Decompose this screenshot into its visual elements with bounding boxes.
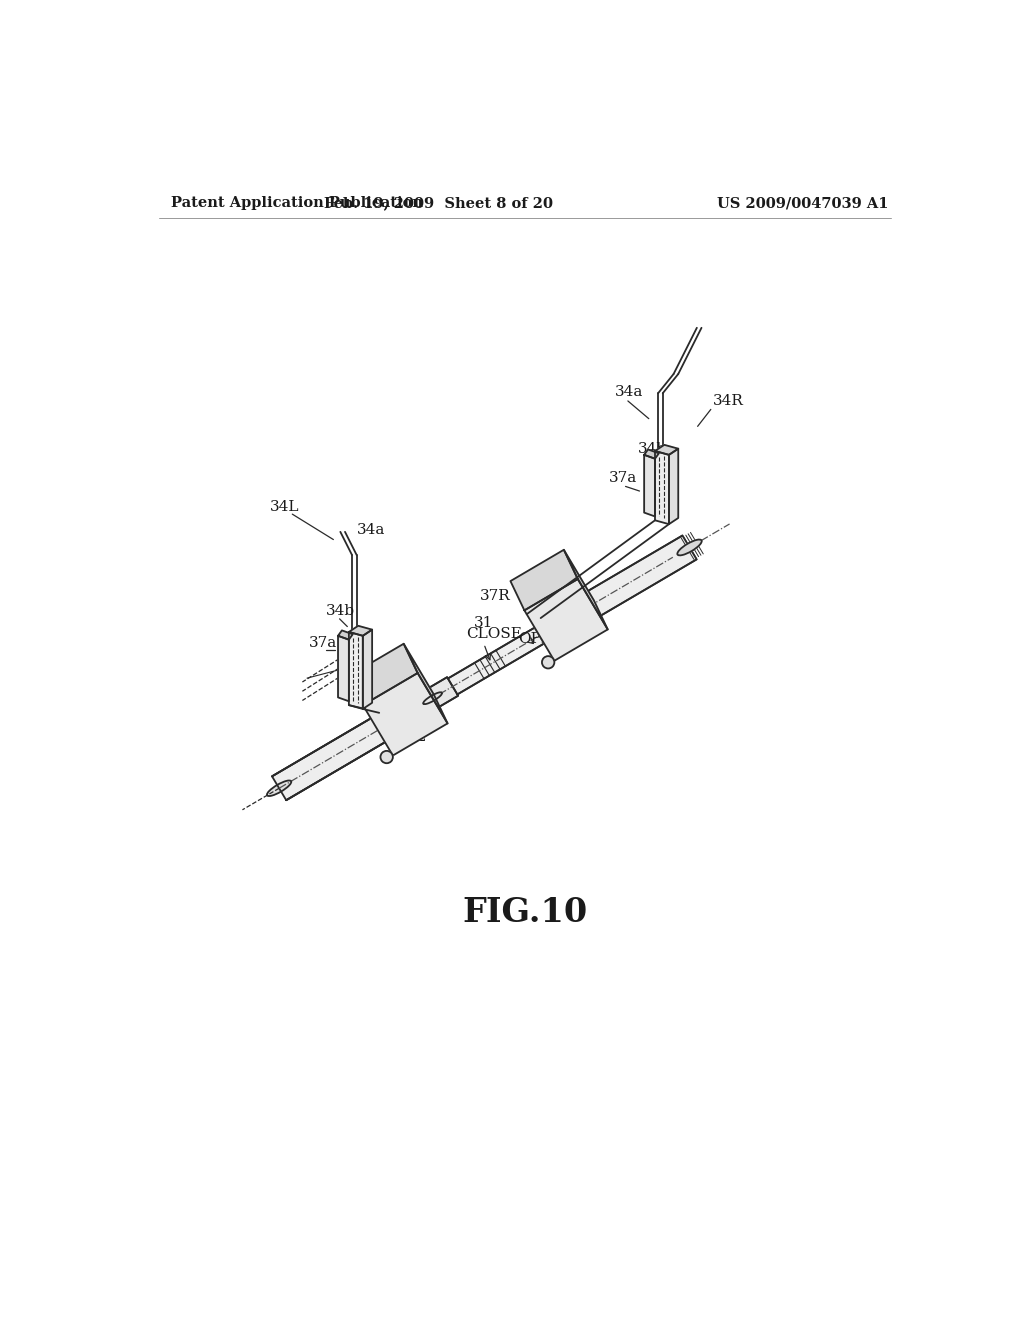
Text: FIG.10: FIG.10 [462, 896, 588, 929]
Text: 34L: 34L [270, 500, 299, 513]
Polygon shape [510, 549, 578, 610]
Polygon shape [655, 445, 678, 455]
Polygon shape [349, 644, 418, 705]
Polygon shape [403, 644, 447, 723]
Text: US 2009/0047039 A1: US 2009/0047039 A1 [717, 197, 889, 210]
Polygon shape [564, 549, 607, 630]
Polygon shape [644, 455, 655, 516]
Text: 34a: 34a [356, 523, 385, 537]
Polygon shape [655, 451, 669, 524]
Text: 31: 31 [474, 615, 494, 630]
Text: 34b: 34b [326, 605, 354, 618]
Text: 34a: 34a [614, 384, 643, 399]
Polygon shape [427, 677, 458, 708]
Ellipse shape [677, 540, 701, 556]
Polygon shape [669, 449, 678, 524]
Text: 37R: 37R [480, 590, 511, 603]
Ellipse shape [381, 751, 393, 763]
Polygon shape [644, 449, 658, 459]
Ellipse shape [542, 656, 554, 668]
Polygon shape [349, 626, 372, 636]
Text: 37L: 37L [377, 659, 407, 672]
Text: 32: 32 [408, 730, 427, 743]
Text: CLOSE: CLOSE [466, 627, 522, 640]
Polygon shape [338, 636, 349, 701]
Text: Feb. 19, 2009  Sheet 8 of 20: Feb. 19, 2009 Sheet 8 of 20 [324, 197, 553, 210]
Polygon shape [362, 673, 447, 755]
Ellipse shape [423, 692, 442, 704]
Polygon shape [524, 579, 607, 661]
Polygon shape [447, 627, 544, 694]
Text: 37a: 37a [608, 471, 637, 484]
Text: 34b: 34b [638, 442, 667, 457]
Polygon shape [272, 715, 390, 800]
Polygon shape [586, 536, 696, 616]
Text: 37a: 37a [308, 636, 337, 651]
Polygon shape [349, 632, 362, 709]
Text: Patent Application Publication: Patent Application Publication [171, 197, 423, 210]
Polygon shape [362, 630, 372, 709]
Text: 34R: 34R [713, 393, 744, 408]
Ellipse shape [267, 780, 291, 796]
Polygon shape [338, 631, 352, 640]
Text: OPEN: OPEN [518, 632, 565, 645]
